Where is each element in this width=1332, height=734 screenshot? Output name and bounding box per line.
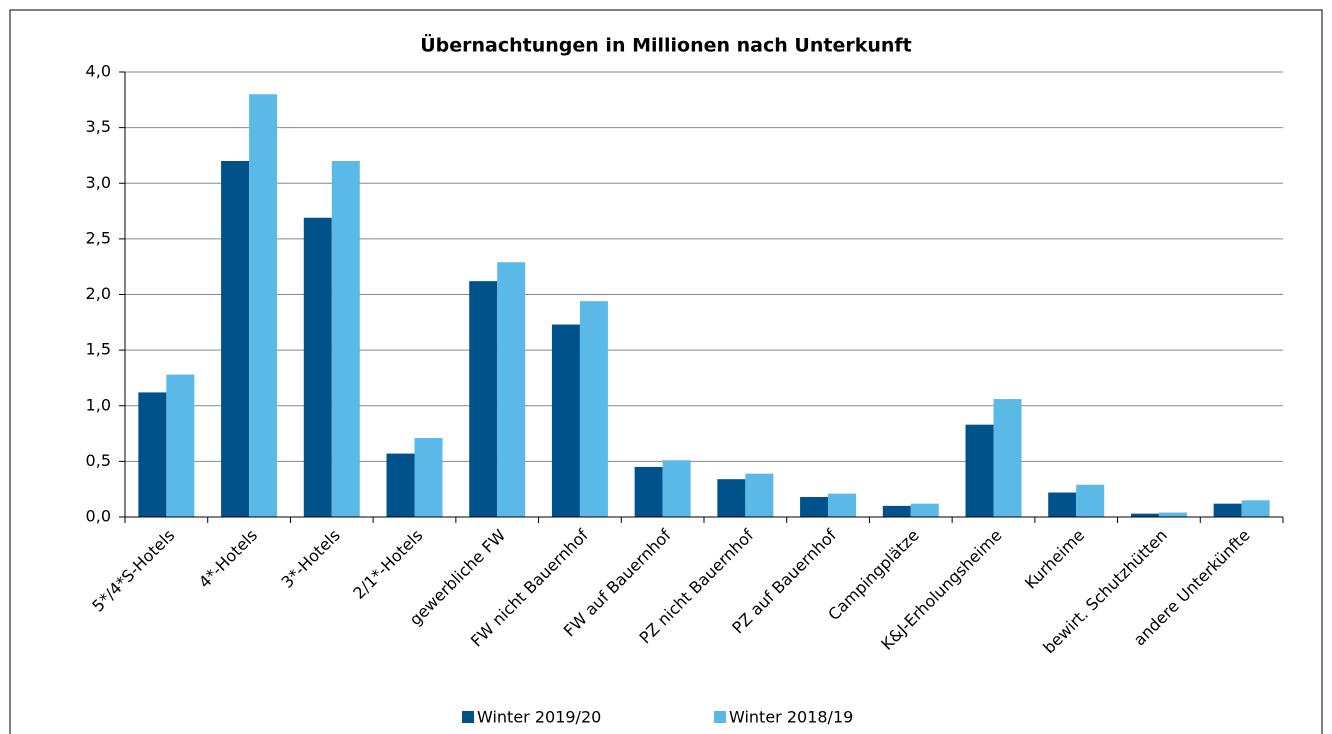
bar: [662, 460, 691, 517]
bar: [910, 503, 939, 517]
y-tick-label: 3,5: [86, 117, 111, 136]
bar: [1241, 500, 1270, 517]
bar: [717, 479, 746, 517]
bar: [800, 496, 829, 517]
bar: [1130, 513, 1159, 517]
bar: [634, 466, 663, 517]
bar: [469, 281, 498, 517]
bar: [249, 94, 278, 517]
y-tick-label: 4,0: [86, 62, 111, 81]
bar: [386, 453, 415, 517]
bar: [882, 505, 911, 517]
bar: [745, 473, 774, 517]
y-tick-label: 1,5: [86, 340, 111, 359]
bar: [1076, 484, 1105, 517]
bar: [303, 217, 332, 518]
bar: [579, 301, 608, 517]
legend-swatch: [462, 711, 474, 723]
bar: [993, 399, 1022, 517]
bar: [497, 262, 526, 517]
bar: [828, 493, 857, 517]
bar: [166, 374, 195, 517]
bar: [551, 324, 580, 517]
bar: [138, 392, 167, 517]
bar: [1048, 492, 1077, 517]
bar: [331, 161, 360, 517]
bar: [1158, 512, 1187, 517]
y-tick-label: 3,0: [86, 173, 111, 192]
chart-title: Übernachtungen in Millionen nach Unterku…: [420, 33, 912, 57]
bar: [965, 424, 994, 517]
y-tick-label: 1,0: [86, 395, 111, 414]
y-tick-label: 0,5: [86, 451, 111, 470]
y-tick-label: 0,0: [86, 507, 111, 526]
y-tick-label: 2,5: [86, 228, 111, 247]
y-tick-label: 2,0: [86, 284, 111, 303]
legend-label: Winter 2019/20: [477, 708, 601, 727]
bar: [414, 438, 443, 517]
legend-label: Winter 2018/19: [729, 708, 853, 727]
bar: [1213, 503, 1242, 517]
legend-swatch: [714, 711, 726, 723]
bar: [221, 161, 250, 517]
